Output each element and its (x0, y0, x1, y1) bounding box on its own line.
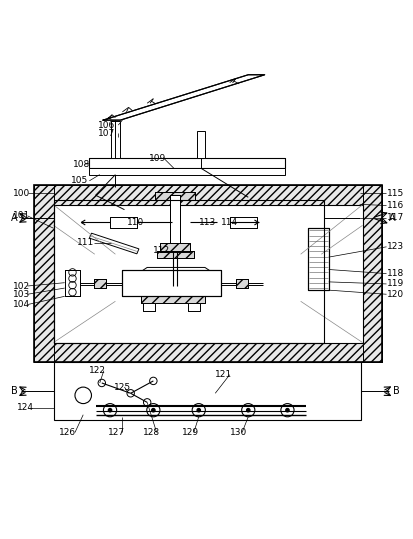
Text: B: B (10, 386, 17, 396)
Bar (156, 251, 193, 258)
Text: 127: 127 (108, 428, 125, 437)
Bar (33, 185, 382, 205)
Text: 124: 124 (17, 403, 34, 412)
Text: 102: 102 (13, 281, 30, 291)
Bar (307, 228, 328, 290)
Bar (155, 192, 194, 200)
Bar (89, 158, 285, 168)
Text: 130: 130 (229, 428, 246, 437)
Text: 113: 113 (198, 218, 216, 226)
Bar (122, 270, 221, 296)
Bar (33, 185, 53, 362)
Bar (169, 195, 180, 243)
Bar (188, 303, 199, 311)
Circle shape (197, 409, 200, 412)
Text: 126: 126 (58, 428, 76, 437)
Text: 103: 103 (13, 290, 30, 299)
Bar (110, 217, 137, 228)
Bar (110, 217, 137, 228)
Circle shape (285, 409, 288, 412)
Bar (64, 270, 80, 296)
Bar (53, 362, 360, 420)
Bar (155, 192, 194, 200)
Bar (89, 168, 285, 175)
Bar (156, 277, 193, 284)
Bar (143, 303, 154, 311)
Bar (93, 279, 106, 288)
Text: 108: 108 (73, 160, 90, 169)
Text: 109: 109 (149, 154, 166, 163)
Bar (93, 279, 106, 288)
Text: 107: 107 (97, 129, 115, 138)
Bar (122, 270, 221, 296)
Circle shape (108, 409, 112, 412)
Circle shape (246, 409, 249, 412)
Bar (156, 277, 193, 284)
Bar (53, 205, 362, 342)
Bar (229, 217, 256, 228)
Polygon shape (141, 267, 211, 272)
Text: 105: 105 (71, 176, 88, 185)
Text: 125: 125 (114, 383, 131, 392)
Text: 122: 122 (89, 366, 106, 375)
Bar (235, 279, 248, 288)
Bar (53, 200, 323, 342)
Text: 104: 104 (13, 300, 30, 309)
Polygon shape (89, 233, 139, 254)
Bar (307, 228, 328, 290)
Text: 111: 111 (77, 238, 94, 247)
Text: A: A (11, 213, 17, 223)
Bar (169, 195, 180, 243)
Text: 100: 100 (13, 189, 30, 198)
Text: 116: 116 (386, 201, 403, 210)
Bar (141, 296, 204, 303)
Bar (141, 296, 204, 303)
Bar (111, 121, 119, 158)
Text: B: B (392, 386, 399, 396)
Bar (197, 132, 205, 158)
Text: 123: 123 (386, 243, 403, 251)
Bar (33, 342, 382, 362)
Circle shape (151, 409, 154, 412)
Text: 129: 129 (182, 428, 199, 437)
Bar (159, 243, 190, 252)
Text: 112: 112 (153, 246, 170, 255)
Bar (143, 303, 154, 311)
Bar (204, 270, 221, 296)
Text: 101: 101 (13, 211, 30, 220)
Text: 117: 117 (386, 213, 403, 223)
Text: 119: 119 (386, 279, 403, 288)
Text: 110: 110 (126, 218, 143, 226)
Bar (169, 219, 180, 230)
Text: 128: 128 (143, 428, 160, 437)
Bar (188, 303, 199, 311)
Bar (235, 279, 248, 288)
Text: 106: 106 (97, 121, 115, 129)
Bar (89, 158, 285, 168)
Bar (169, 232, 180, 243)
Text: 121: 121 (215, 370, 232, 379)
Bar (122, 270, 139, 296)
Bar (156, 251, 193, 258)
Bar (229, 217, 256, 228)
Text: 120: 120 (386, 290, 403, 299)
Polygon shape (103, 75, 264, 120)
Bar (159, 243, 190, 252)
Text: A: A (388, 213, 395, 223)
Bar (64, 270, 80, 296)
Text: 115: 115 (386, 189, 403, 198)
Text: 118: 118 (386, 269, 403, 278)
Bar (33, 185, 382, 362)
Bar (362, 185, 382, 362)
Text: 114: 114 (221, 218, 238, 226)
